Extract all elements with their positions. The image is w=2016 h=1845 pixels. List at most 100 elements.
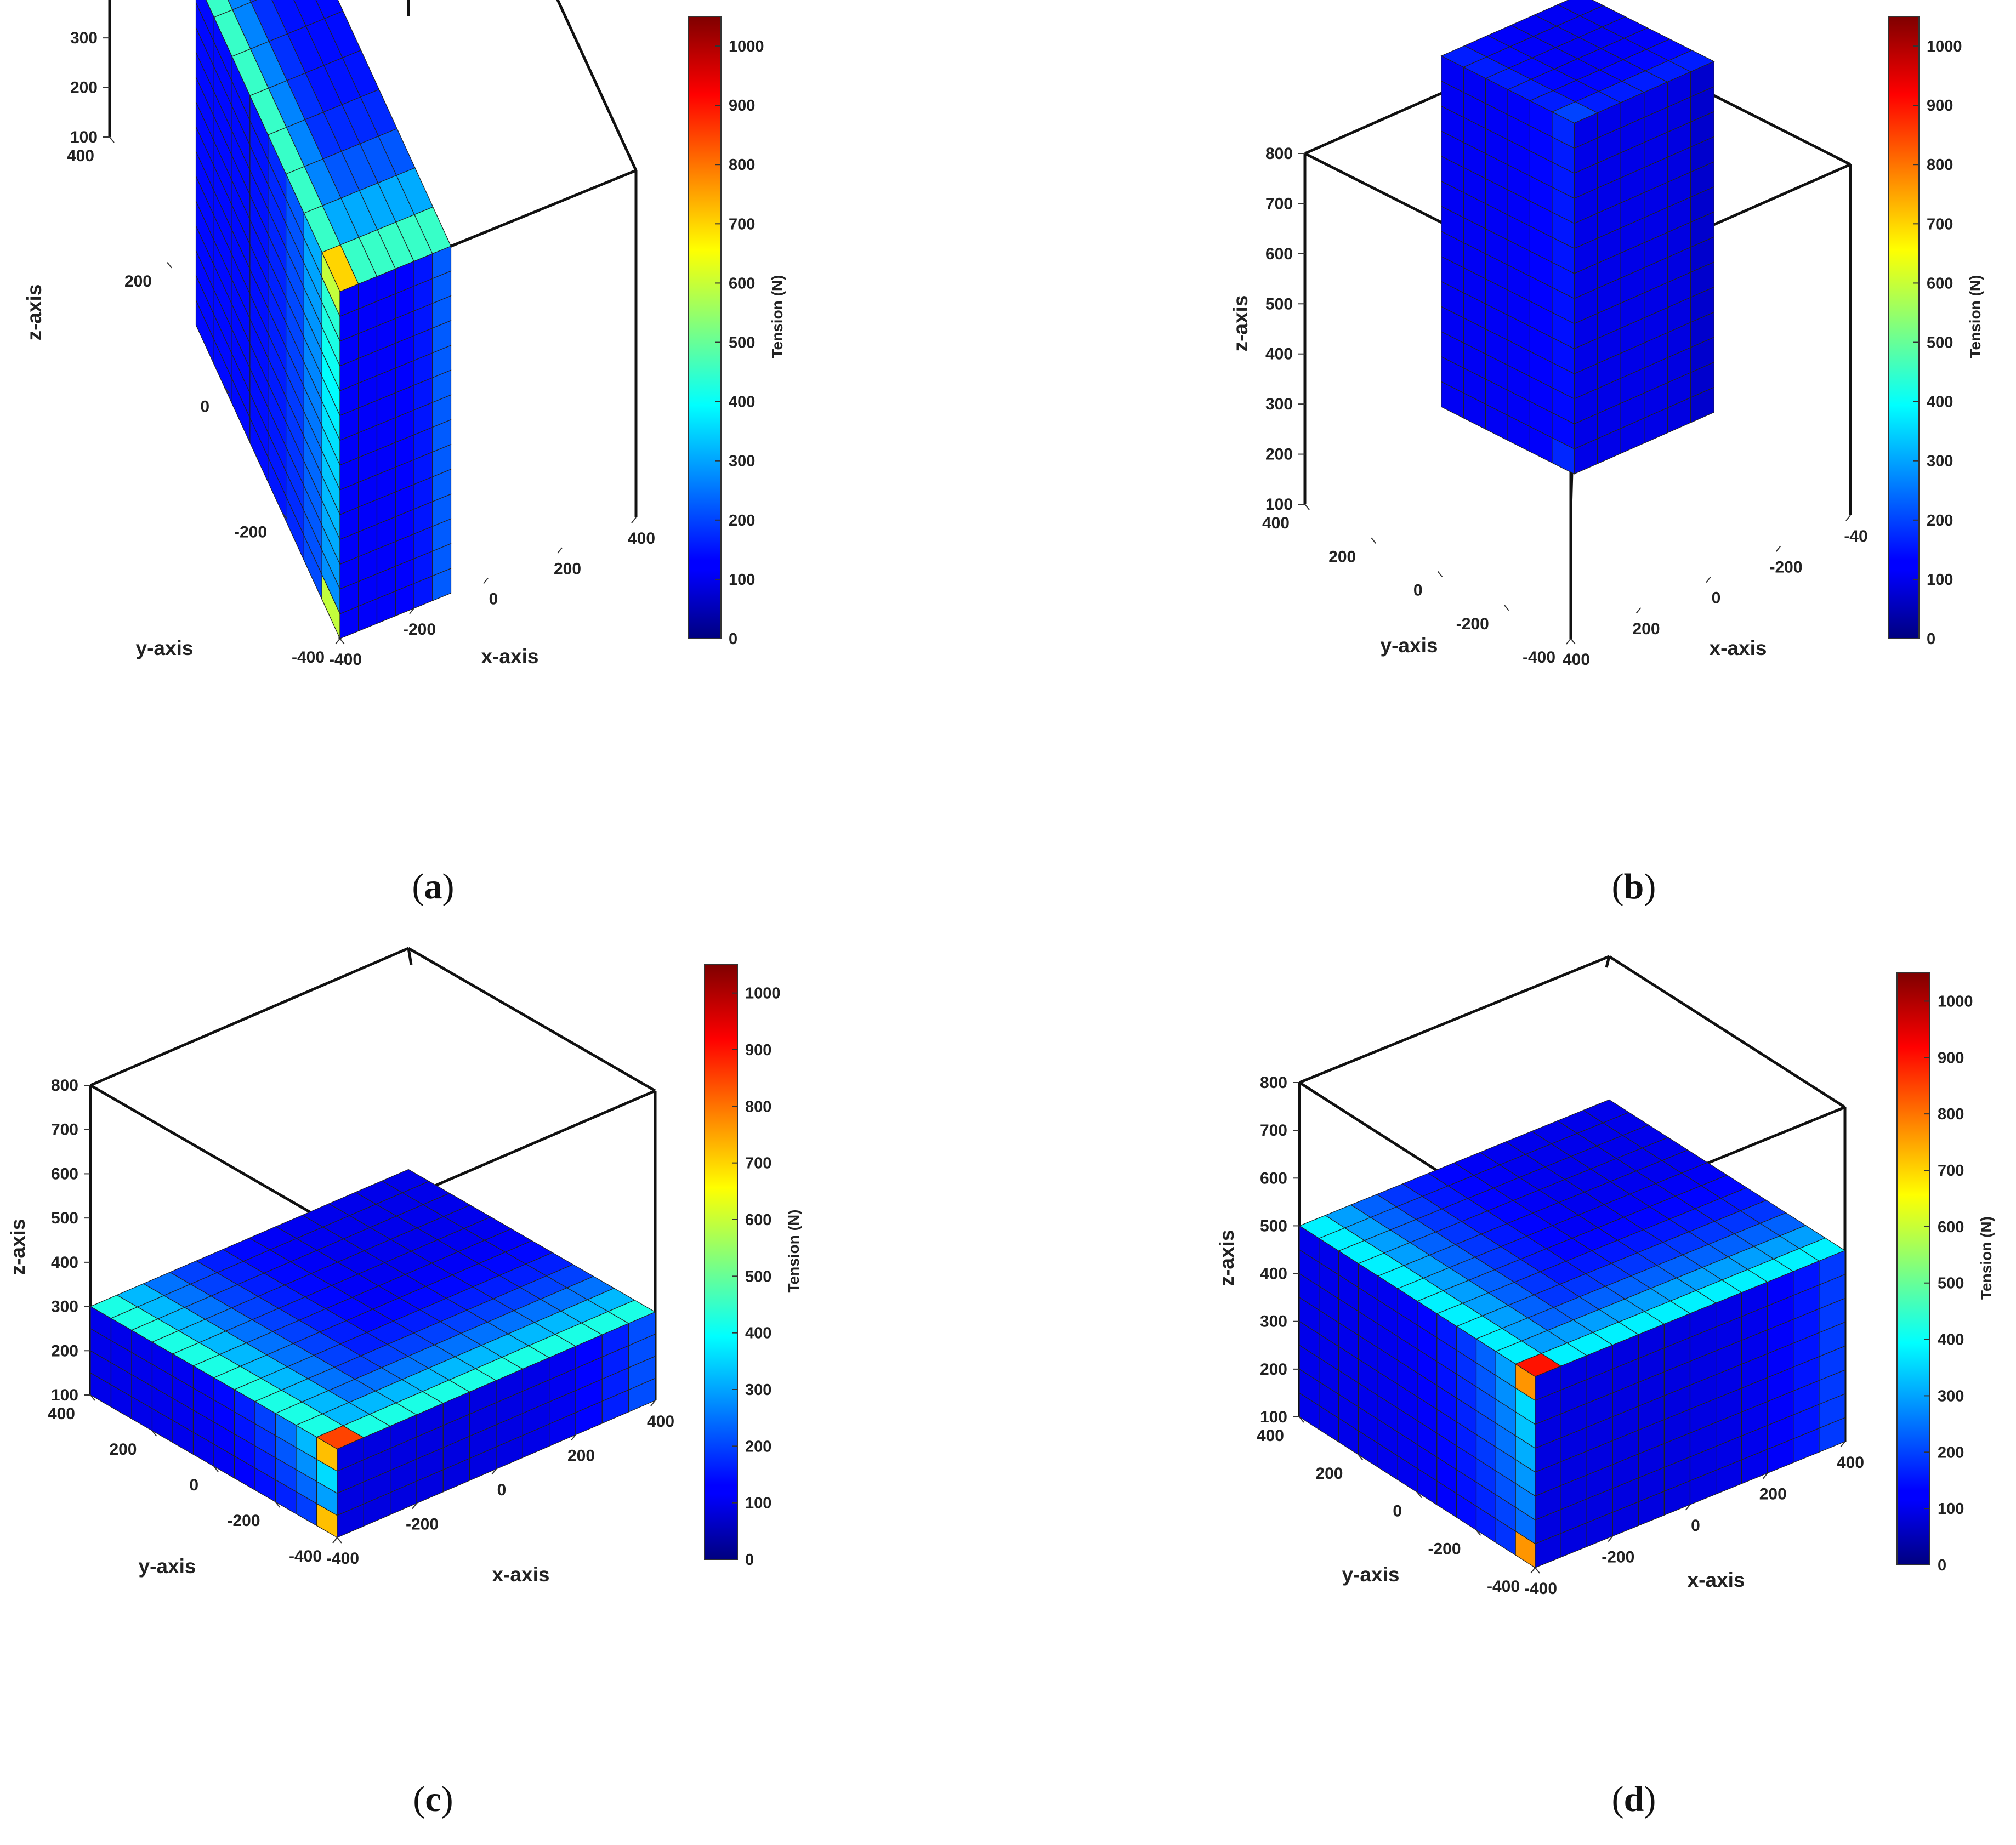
colorbar-tick-label: 0 — [1927, 630, 1935, 648]
z-tick-label: 800 — [1260, 1074, 1287, 1092]
x-tick — [1608, 1535, 1614, 1542]
x-tick-label: 200 — [1632, 620, 1660, 638]
colorbar-tick-label: 300 — [745, 1381, 771, 1399]
y-tick-label: 200 — [109, 1440, 137, 1459]
colorbar-tick-label: 100 — [1938, 1500, 1964, 1518]
x-axis-label: x-axis — [1688, 1569, 1745, 1591]
panel-label-b: (b) — [1611, 867, 1656, 907]
y-tick-label: -400 — [292, 648, 325, 667]
colorbar-tick-label: 400 — [729, 394, 755, 411]
box-edge-top-back-left — [1299, 955, 1610, 1084]
colorbar: 0 100 200 300 400 500 600 700 800 900 1000 Tension … — [1888, 16, 1984, 648]
z-tick-label: 200 — [70, 79, 98, 97]
y-tick — [1535, 1567, 1540, 1574]
x-axis-label: x-axis — [481, 645, 539, 668]
y-tick-label: -400 — [1487, 1578, 1520, 1596]
colorbar-tick-label: 500 — [1938, 1275, 1964, 1292]
x-tick — [1775, 545, 1781, 552]
colorbar-gradient — [704, 964, 738, 1560]
box-edge-top-back-left — [90, 947, 409, 1087]
x-tick-label: 0 — [497, 1481, 507, 1499]
z-tick-label: 400 — [1260, 1265, 1287, 1283]
y-tick — [282, 512, 287, 519]
box-edge-back — [407, 948, 413, 965]
x-tick — [1840, 1441, 1845, 1448]
colorbar-tick-label: 900 — [729, 97, 755, 115]
y-tick-label: 200 — [1315, 1465, 1343, 1483]
y-tick — [339, 638, 345, 645]
colorbar-tick-label: 1000 — [1927, 38, 1962, 55]
colorbar-tick-label: 1000 — [729, 38, 764, 55]
colorbar-tick-label: 600 — [729, 275, 755, 292]
z-tick-label: 200 — [1265, 446, 1293, 464]
colorbar-tick-label: 0 — [1938, 1557, 1946, 1574]
x-tick — [571, 1434, 576, 1441]
x-axis-label: x-axis — [492, 1563, 550, 1586]
colorbar-tick-label: 700 — [729, 215, 755, 233]
y-tick — [275, 1501, 281, 1508]
x-tick-label: 200 — [554, 560, 581, 578]
y-tick-label: -400 — [1523, 648, 1555, 667]
colorbar-gradient — [688, 16, 722, 639]
panel-b: 4002000-200-40-400-200020040010020030040… — [1229, 0, 1984, 669]
z-tick-label: 200 — [51, 1342, 78, 1360]
z-axis-label: z-axis — [1216, 1230, 1238, 1286]
x-tick — [412, 1502, 417, 1510]
x-tick — [491, 1468, 497, 1475]
y-tick-label: 400 — [1262, 514, 1290, 532]
voxel-side-cell — [1690, 61, 1714, 98]
colorbar-tick-label: 800 — [745, 1098, 771, 1115]
x-tick — [1635, 607, 1642, 614]
y-tick-label: 0 — [1393, 1502, 1402, 1521]
x-tick-label: 0 — [1691, 1517, 1700, 1535]
voxel-side-cell — [628, 1311, 656, 1346]
colorbar-tick-label: 500 — [729, 334, 755, 352]
colorbar-tick-label: 100 — [1927, 571, 1953, 589]
z-tick-label: 700 — [1260, 1121, 1287, 1140]
panel-label-d: (d) — [1611, 1779, 1656, 1819]
x-tick — [1762, 1472, 1768, 1479]
x-tick-label: 400 — [1563, 651, 1590, 669]
box-edge-top-back-right — [556, 0, 638, 172]
colorbar-tick-label: 800 — [729, 156, 755, 174]
z-tick-label: 700 — [51, 1121, 78, 1139]
voxel-top-cell — [1557, 0, 1604, 16]
y-axis-label: y-axis — [1381, 634, 1438, 657]
colorbar-label: Tension (N) — [1967, 275, 1984, 358]
x-tick-label: 0 — [1712, 589, 1721, 607]
x-tick-label: -200 — [1602, 1548, 1634, 1567]
z-tick-label: 200 — [1260, 1360, 1287, 1379]
y-tick — [1437, 571, 1443, 578]
colorbar-tick-label: 200 — [1938, 1444, 1964, 1461]
x-tick-label: -400 — [326, 1550, 359, 1568]
voxel-block — [89, 1169, 656, 1539]
z-tick-label: 500 — [1260, 1217, 1287, 1235]
y-tick — [90, 1394, 95, 1401]
box-edge-top-left — [89, 1084, 338, 1229]
z-tick-label: 600 — [1265, 245, 1293, 263]
y-tick — [1417, 1491, 1422, 1499]
panel-c: -400-2000200400-400-20002004001002003004… — [7, 947, 802, 1586]
colorbar-tick-label: 400 — [1938, 1331, 1964, 1349]
x-tick-label: 400 — [1837, 1454, 1864, 1472]
colorbar-tick-label: 200 — [729, 512, 755, 529]
y-tick — [224, 387, 230, 394]
colorbar-tick-label: 900 — [745, 1041, 771, 1059]
colorbar-tick-label: 200 — [1927, 512, 1953, 529]
voxel-block — [1440, 0, 1715, 475]
colorbar-tick-label: 900 — [1927, 97, 1953, 115]
colorbar-tick-label: 800 — [1938, 1106, 1964, 1123]
y-tick — [1503, 605, 1509, 611]
colorbar-tick-label: 100 — [729, 571, 755, 589]
z-tick-label: 800 — [1265, 145, 1293, 163]
colorbar-tick-label: 0 — [745, 1551, 754, 1569]
box-edge-top-back-right — [1608, 955, 1846, 1109]
voxel-side-cell — [1819, 1250, 1845, 1286]
colorbar-label: Tension (N) — [785, 1210, 802, 1293]
colorbar-tick-label: 900 — [1938, 1049, 1964, 1067]
axis-ticks: -400-2000200400-400-20002004001002003004… — [1257, 1074, 1864, 1598]
z-axis-label: z-axis — [7, 1219, 29, 1275]
y-axis-label: y-axis — [136, 637, 194, 659]
y-tick — [1299, 1416, 1304, 1423]
colorbar-tick-label: 800 — [1927, 156, 1953, 174]
